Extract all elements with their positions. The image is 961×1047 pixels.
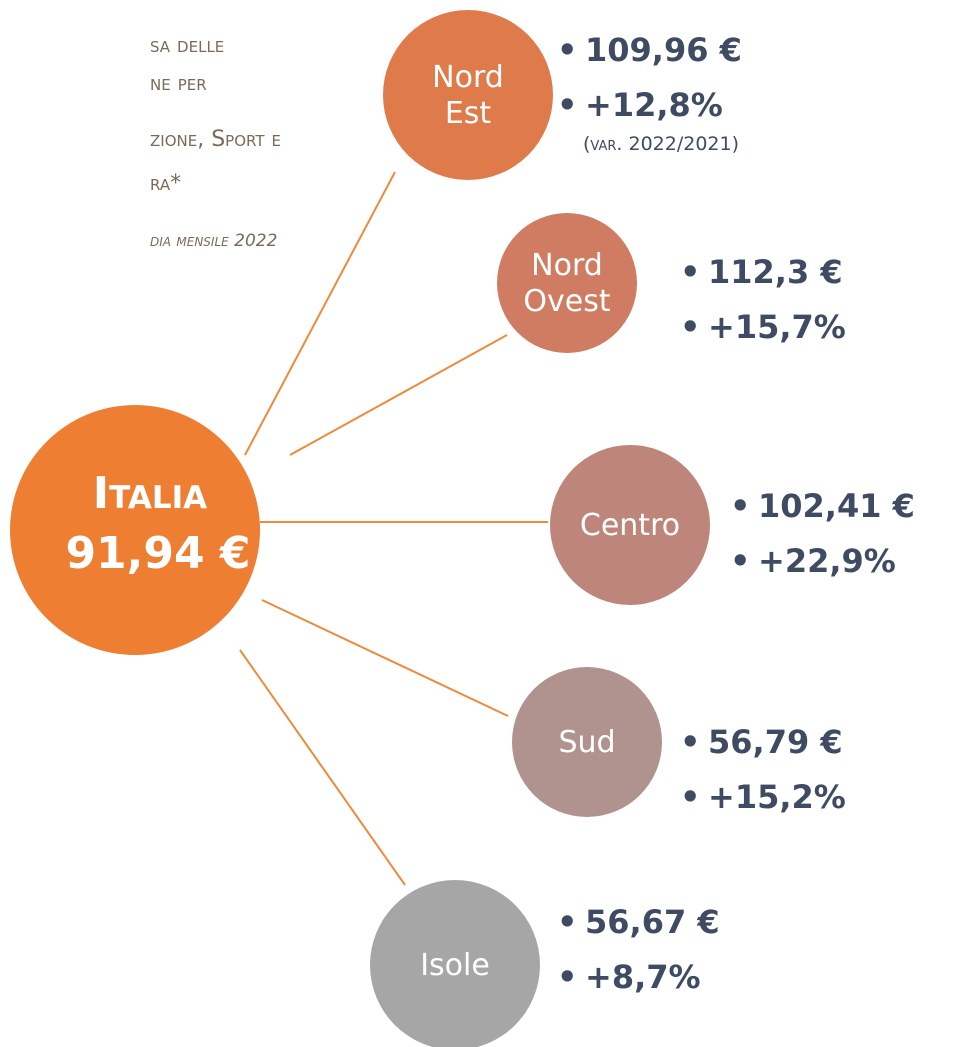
title-line: zione, Sport e — [150, 127, 281, 152]
bullet: • — [557, 903, 577, 941]
value: 109,96 € — [585, 31, 742, 69]
bullet: • — [680, 308, 700, 346]
bullet: • — [730, 542, 750, 580]
center-label: Italia — [93, 468, 207, 519]
bullet: • — [680, 723, 700, 761]
node-label: Sud — [558, 725, 615, 760]
value: 102,41 € — [758, 487, 915, 525]
bullet: • — [557, 958, 577, 996]
node-circle — [550, 445, 710, 605]
title-line: ne per — [150, 71, 207, 96]
node-circle — [383, 10, 553, 180]
node-label: Centro — [580, 508, 680, 543]
connector — [289, 334, 508, 456]
bullet: • — [680, 778, 700, 816]
center-circle — [10, 405, 260, 655]
change: +22,9% — [758, 542, 896, 580]
bullet: • — [557, 86, 577, 124]
value: 56,67 € — [585, 903, 720, 941]
bullet: • — [557, 31, 577, 69]
bullet: • — [730, 487, 750, 525]
connectors — [239, 171, 548, 886]
title-line: sa delle — [150, 33, 224, 58]
node-label: Est — [445, 96, 492, 131]
value: 56,79 € — [708, 723, 843, 761]
value: 112,3 € — [708, 253, 843, 291]
center-value: 91,94 € — [65, 528, 250, 579]
node-circle — [512, 667, 662, 817]
node-label: Ovest — [523, 284, 610, 319]
title-line: ra* — [150, 171, 181, 196]
change: +15,7% — [708, 308, 846, 346]
connector — [244, 171, 396, 456]
note: (var. 2022/2021) — [583, 133, 739, 155]
change: +12,8% — [585, 86, 723, 124]
subtitle: dia mensile 2022 — [150, 231, 277, 251]
connector — [239, 649, 406, 886]
node-circle — [497, 213, 637, 353]
node-label: Nord — [432, 60, 504, 95]
node-label: Nord — [531, 248, 603, 283]
bullet: • — [680, 253, 700, 291]
node-circle — [370, 880, 540, 1047]
connector — [261, 599, 509, 717]
change: +8,7% — [585, 958, 701, 996]
node-label: Isole — [420, 948, 490, 983]
change: +15,2% — [708, 778, 846, 816]
